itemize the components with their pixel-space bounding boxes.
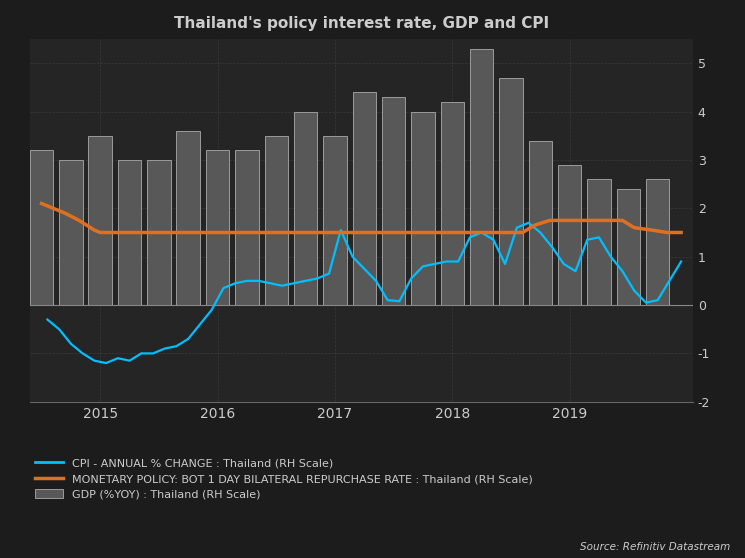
Bar — [382, 97, 405, 305]
Bar — [89, 136, 112, 305]
Legend: CPI - ANNUAL % CHANGE : Thailand (RH Scale), MONETARY POLICY: BOT 1 DAY BILATERA: CPI - ANNUAL % CHANGE : Thailand (RH Sca… — [35, 458, 533, 499]
Bar — [177, 131, 200, 305]
Bar — [470, 49, 493, 305]
Title: Thailand's policy interest rate, GDP and CPI: Thailand's policy interest rate, GDP and… — [174, 16, 549, 31]
Bar — [352, 92, 376, 305]
Bar — [528, 141, 552, 305]
Bar — [440, 102, 464, 305]
Bar — [587, 179, 611, 305]
Text: Source: Refinitiv Datastream: Source: Refinitiv Datastream — [580, 542, 730, 552]
Bar — [30, 150, 54, 305]
Bar — [558, 165, 581, 305]
Bar — [118, 160, 142, 305]
Bar — [294, 112, 317, 305]
Bar — [59, 160, 83, 305]
Bar — [206, 150, 229, 305]
Bar — [235, 150, 259, 305]
Bar — [499, 78, 523, 305]
Bar — [617, 189, 640, 305]
Bar — [646, 179, 669, 305]
Bar — [411, 112, 434, 305]
Bar — [264, 136, 288, 305]
Bar — [148, 160, 171, 305]
Bar — [323, 136, 346, 305]
